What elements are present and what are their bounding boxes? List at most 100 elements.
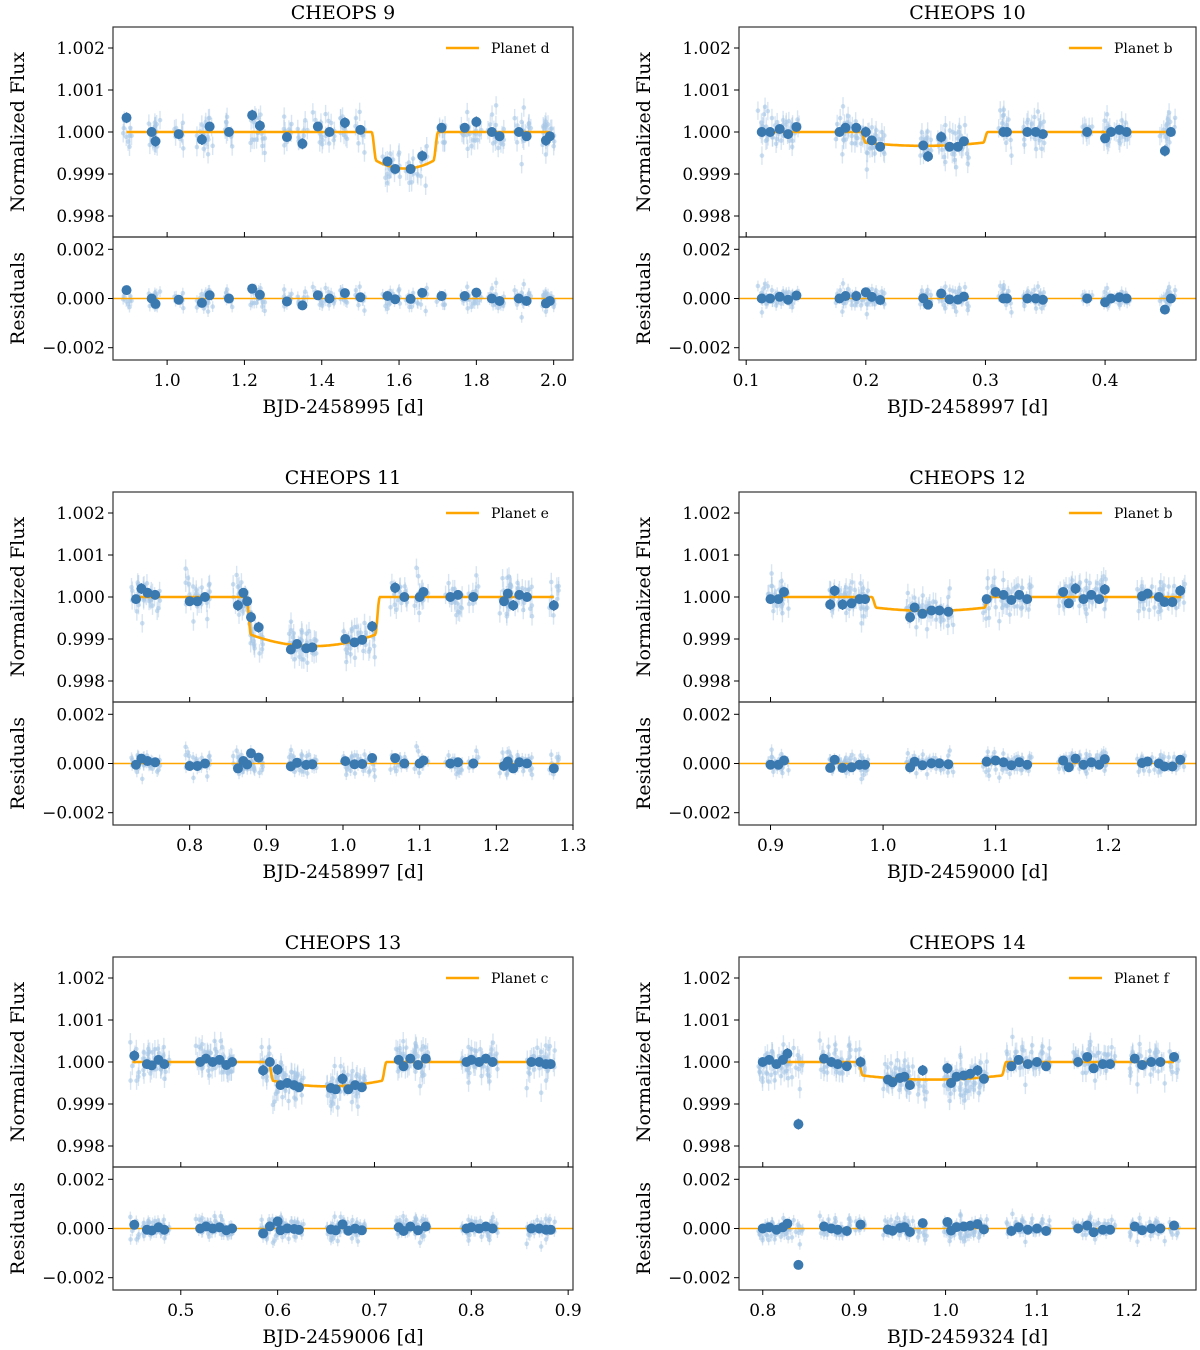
raw-residual-point bbox=[997, 283, 1003, 289]
y-tick-label: −0.002 bbox=[668, 339, 731, 359]
raw-point bbox=[1026, 607, 1031, 612]
raw-point bbox=[529, 614, 535, 619]
binned-point bbox=[909, 602, 920, 613]
binned-point bbox=[829, 585, 840, 596]
binned-point bbox=[146, 127, 157, 137]
raw-point bbox=[128, 1040, 133, 1045]
raw-residual-point bbox=[993, 767, 999, 772]
raw-point bbox=[774, 119, 780, 125]
binned-residual-point bbox=[281, 296, 292, 307]
raw-point bbox=[414, 565, 419, 571]
raw-residual-point bbox=[442, 302, 448, 307]
raw-point bbox=[519, 161, 524, 167]
raw-point bbox=[925, 129, 930, 134]
binned-point bbox=[1106, 127, 1117, 137]
y-tick-label: −0.002 bbox=[42, 339, 105, 359]
subplot-cheops-11: CHEOPS 11 1.002 1.001 1.000 0.999 0.998 0.002 0… bbox=[7, 467, 587, 883]
raw-point bbox=[1037, 138, 1043, 143]
raw-residual-point bbox=[1033, 306, 1039, 311]
binned-residual-point bbox=[774, 291, 785, 302]
raw-point bbox=[945, 623, 951, 629]
y-axis-label-residuals: Residuals bbox=[7, 717, 29, 810]
raw-point bbox=[1084, 578, 1089, 584]
raw-residual-point bbox=[985, 749, 991, 755]
raw-point bbox=[779, 604, 784, 609]
raw-residual-point bbox=[845, 286, 851, 292]
raw-point bbox=[204, 616, 210, 622]
raw-point bbox=[288, 619, 294, 624]
raw-residual-point bbox=[362, 752, 367, 757]
raw-residual-point bbox=[291, 754, 296, 759]
raw-point bbox=[409, 180, 414, 185]
raw-point bbox=[410, 156, 416, 161]
subplot-cheops-10: CHEOPS 10 1.002 1.001 1.000 0.999 0.998 0.002 0… bbox=[633, 2, 1197, 418]
raw-residual-point bbox=[127, 298, 133, 304]
raw-point bbox=[765, 108, 771, 114]
raw-point bbox=[882, 151, 887, 157]
raw-residual-point bbox=[323, 285, 328, 291]
raw-point bbox=[1102, 118, 1107, 124]
binned-residual-point bbox=[1014, 757, 1025, 768]
raw-point bbox=[761, 112, 767, 117]
binned-point bbox=[1167, 597, 1178, 608]
raw-point bbox=[473, 588, 479, 594]
y-tick-label: 0.002 bbox=[56, 240, 105, 260]
raw-residual-point bbox=[454, 771, 459, 777]
raw-point bbox=[493, 103, 499, 108]
raw-residual-point bbox=[470, 300, 476, 306]
raw-residual-point bbox=[765, 283, 771, 289]
raw-point bbox=[790, 138, 795, 144]
raw-residual-point bbox=[252, 768, 257, 774]
raw-point bbox=[459, 605, 465, 611]
y-tick-label: 0.998 bbox=[682, 207, 731, 227]
raw-point bbox=[879, 129, 885, 135]
binned-point bbox=[1099, 584, 1110, 595]
raw-point bbox=[993, 604, 999, 610]
binned-residual-point bbox=[923, 299, 934, 310]
raw-residual-point bbox=[1006, 288, 1011, 294]
raw-point bbox=[869, 125, 875, 130]
binned-residual-point bbox=[399, 758, 410, 769]
raw-point bbox=[356, 141, 361, 146]
raw-point bbox=[402, 584, 408, 589]
raw-point bbox=[190, 584, 196, 589]
x-tick-label: 1.4 bbox=[308, 371, 335, 391]
raw-point bbox=[512, 115, 517, 121]
raw-point bbox=[299, 630, 305, 635]
raw-residual-point bbox=[348, 768, 353, 773]
x-axis-label: BJD-2458995 [d] bbox=[262, 396, 423, 418]
raw-point bbox=[1102, 606, 1107, 612]
raw-point bbox=[521, 105, 527, 110]
raw-residual-point bbox=[864, 301, 870, 307]
binned-residual-point bbox=[150, 298, 161, 309]
binned-point bbox=[1165, 127, 1176, 137]
raw-point bbox=[469, 143, 474, 149]
raw-residual-point bbox=[464, 284, 470, 290]
model-curve bbox=[126, 130, 550, 170]
binned-point bbox=[1022, 127, 1033, 137]
raw-point bbox=[786, 606, 791, 611]
raw-point bbox=[301, 657, 307, 662]
raw-point bbox=[873, 127, 879, 133]
raw-residual-point bbox=[260, 304, 265, 309]
raw-point bbox=[252, 646, 257, 651]
raw-point bbox=[134, 1078, 139, 1083]
binned-point bbox=[544, 131, 555, 142]
binned-residual-point bbox=[548, 763, 559, 774]
raw-residual-point bbox=[837, 288, 843, 293]
raw-point bbox=[1001, 577, 1006, 583]
raw-residual-point bbox=[945, 753, 951, 758]
raw-residual-point bbox=[1166, 284, 1172, 290]
raw-point bbox=[905, 590, 911, 596]
raw-residual-point bbox=[1003, 302, 1009, 308]
raw-point bbox=[773, 141, 779, 147]
binned-residual-point bbox=[990, 755, 1001, 766]
raw-point bbox=[289, 121, 294, 127]
raw-point bbox=[845, 113, 851, 119]
raw-point bbox=[955, 136, 960, 141]
raw-residual-point bbox=[396, 287, 402, 292]
binned-point bbox=[292, 639, 302, 650]
raw-point bbox=[136, 1069, 142, 1075]
raw-point bbox=[129, 584, 134, 590]
raw-residual-point bbox=[861, 772, 866, 778]
